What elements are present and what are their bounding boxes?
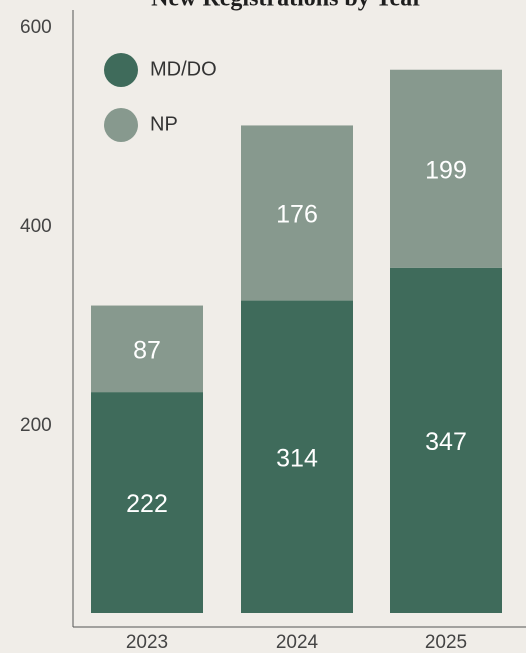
chart-title: New Registrations by Year	[151, 0, 423, 12]
legend-swatch	[104, 53, 138, 87]
y-tick-label: 400	[20, 216, 52, 237]
legend-label: MD/DO	[150, 58, 217, 80]
y-tick-label: 200	[20, 415, 52, 436]
value-label: 87	[133, 336, 161, 364]
bar-segment	[91, 305, 203, 393]
bar-segment	[91, 392, 203, 613]
x-tick-label: 2025	[425, 632, 467, 653]
value-label: 222	[126, 490, 168, 518]
value-label: 199	[425, 156, 467, 184]
bar-segment	[241, 125, 353, 301]
y-tick-label: 600	[20, 17, 52, 38]
value-label: 347	[425, 428, 467, 456]
legend-label: NP	[150, 113, 178, 135]
legend-swatch	[104, 108, 138, 142]
bar-segment	[390, 267, 502, 613]
value-label: 176	[276, 201, 318, 229]
x-tick-label: 2023	[126, 632, 168, 653]
x-tick-label: 2024	[276, 632, 319, 653]
bar-segment	[390, 69, 502, 268]
value-label: 314	[276, 444, 318, 472]
bar-segment	[241, 300, 353, 613]
